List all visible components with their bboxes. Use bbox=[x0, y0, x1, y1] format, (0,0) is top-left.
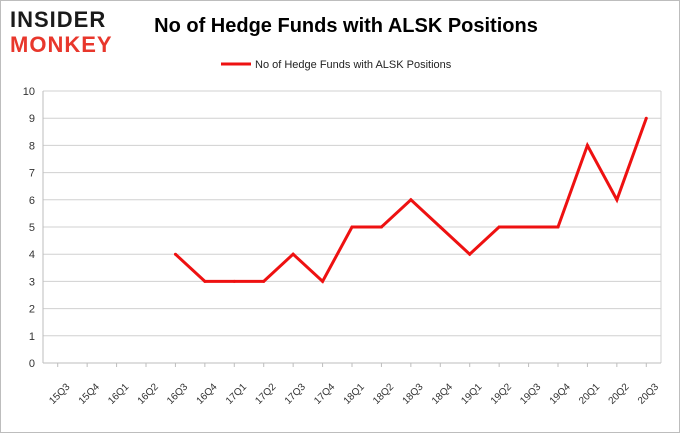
x-tick-label: 19Q3 bbox=[518, 381, 543, 406]
logo-line1: INSIDER bbox=[10, 7, 106, 32]
y-tick-label: 4 bbox=[29, 249, 35, 261]
data-point bbox=[644, 116, 648, 120]
y-tick-label: 0 bbox=[29, 358, 35, 370]
x-tick-label: 17Q1 bbox=[224, 381, 249, 406]
data-point bbox=[438, 225, 442, 229]
legend-label: No of Hedge Funds with ALSK Positions bbox=[255, 59, 452, 71]
x-tick-label: 18Q2 bbox=[371, 381, 396, 406]
y-tick-label: 2 bbox=[29, 304, 35, 316]
x-tick-label: 17Q3 bbox=[283, 381, 308, 406]
data-point bbox=[468, 252, 472, 256]
x-axis-ticks: 15Q3 15Q4 16Q1 16Q2 16Q3 16Q4 17Q1 17Q2 17Q3 17Q4… bbox=[47, 363, 661, 407]
axes bbox=[42, 91, 662, 364]
y-tick-label: 5 bbox=[29, 222, 35, 234]
y-tick-label: 1 bbox=[29, 331, 35, 343]
x-tick-label: 16Q4 bbox=[195, 381, 220, 406]
data-point bbox=[585, 143, 589, 147]
data-point bbox=[232, 279, 236, 283]
logo-line2: MONKEY bbox=[10, 32, 113, 57]
x-tick-label: 17Q2 bbox=[253, 381, 278, 406]
y-tick-label: 6 bbox=[29, 195, 35, 207]
x-tick-label: 20Q3 bbox=[636, 381, 661, 406]
x-tick-label: 20Q1 bbox=[577, 381, 602, 406]
x-tick-label: 16Q2 bbox=[136, 381, 161, 406]
data-point bbox=[262, 279, 266, 283]
y-tick-label: 8 bbox=[29, 140, 35, 152]
x-tick-label: 19Q4 bbox=[548, 381, 573, 406]
data-point bbox=[556, 225, 560, 229]
x-tick-label: 16Q1 bbox=[106, 381, 131, 406]
x-tick-label: 17Q4 bbox=[312, 381, 337, 406]
legend: No of Hedge Funds with ALSK Positions bbox=[221, 59, 452, 71]
x-tick-label: 19Q1 bbox=[459, 381, 484, 406]
data-point bbox=[291, 252, 295, 256]
data-point bbox=[350, 225, 354, 229]
x-tick-label: 19Q2 bbox=[489, 381, 514, 406]
data-point bbox=[379, 225, 383, 229]
y-tick-label: 3 bbox=[29, 276, 35, 288]
data-point bbox=[615, 198, 619, 202]
x-tick-label: 18Q1 bbox=[342, 381, 367, 406]
x-tick-label: 16Q3 bbox=[165, 381, 190, 406]
data-point bbox=[203, 279, 207, 283]
series-layer bbox=[173, 116, 648, 284]
chart-title: No of Hedge Funds with ALSK Positions bbox=[154, 15, 538, 37]
data-point bbox=[497, 225, 501, 229]
y-tick-label: 9 bbox=[29, 113, 35, 125]
x-tick-label: 18Q3 bbox=[401, 381, 426, 406]
insider-monkey-logo: INSIDER MONKEY bbox=[10, 7, 113, 57]
x-tick-label: 15Q4 bbox=[77, 381, 102, 406]
x-tick-label: 20Q2 bbox=[607, 381, 632, 406]
y-tick-label: 10 bbox=[23, 86, 35, 98]
data-point bbox=[321, 279, 325, 283]
data-point bbox=[409, 198, 413, 202]
y-axis-ticks: 0 1 2 3 4 5 6 7 8 9 10 bbox=[23, 86, 35, 370]
data-point bbox=[173, 252, 177, 256]
x-tick-label: 18Q4 bbox=[430, 381, 455, 406]
x-tick-label: 15Q3 bbox=[47, 381, 72, 406]
y-tick-label: 7 bbox=[29, 168, 35, 180]
data-point bbox=[527, 225, 531, 229]
